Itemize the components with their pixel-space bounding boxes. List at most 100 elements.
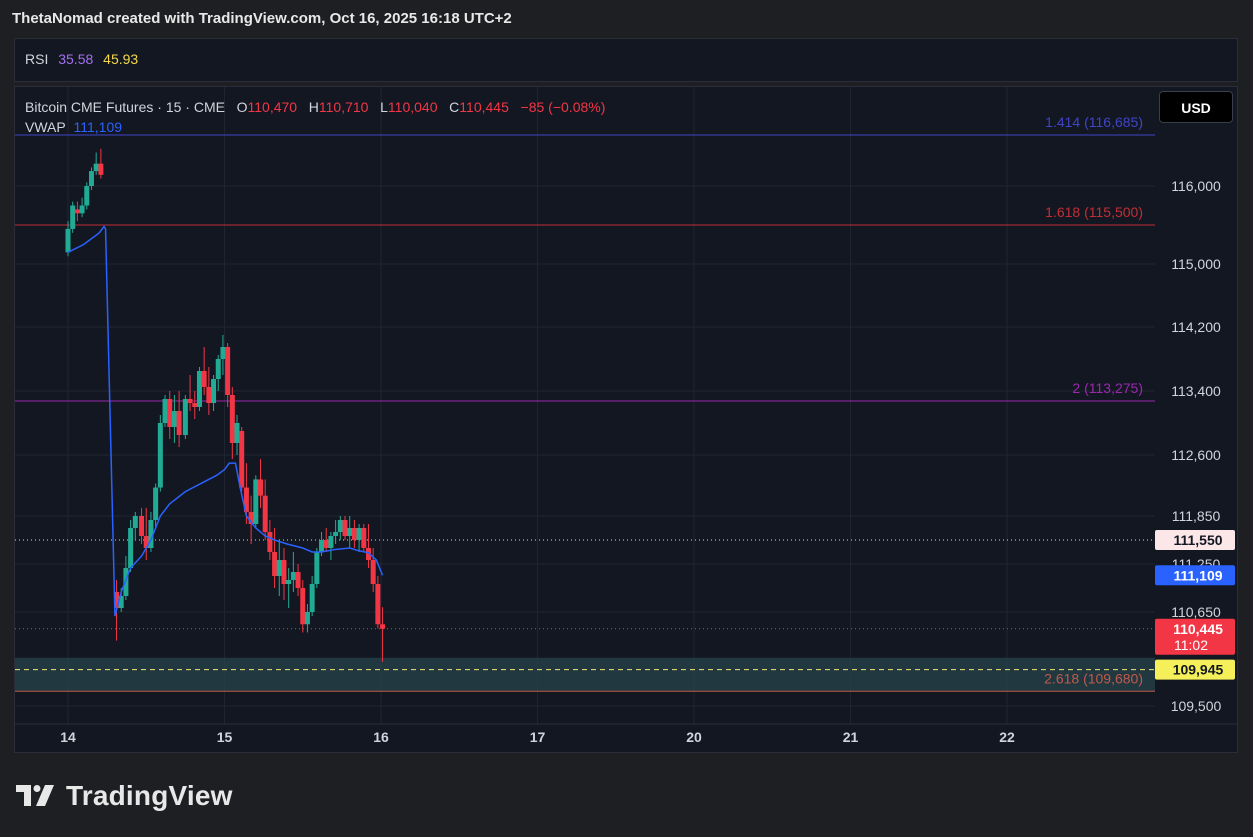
price-tag-alert: [1155, 659, 1235, 680]
candle-body: [229, 395, 235, 443]
candle-body: [304, 612, 310, 625]
candle-body: [234, 423, 240, 443]
candle-body: [333, 532, 339, 536]
candle-body: [148, 520, 154, 548]
candle-body: [300, 588, 306, 625]
rsi-label: RSI: [25, 51, 49, 67]
candle-body: [167, 399, 173, 427]
candle-body: [118, 596, 124, 608]
price-tag-level: [1155, 530, 1235, 550]
candle-body: [286, 580, 292, 584]
candle-body: [337, 520, 343, 532]
high-label: H: [308, 99, 319, 115]
x-axis-tick-label: 21: [843, 729, 859, 745]
attribution-text: ThetaNomad created with TradingView.com,…: [12, 10, 512, 27]
candle-body: [361, 528, 367, 548]
candle-body: [281, 560, 287, 584]
candle-body: [171, 411, 177, 427]
candle-body: [309, 584, 315, 612]
candle-body: [196, 371, 202, 407]
price-tag-vwap-text: 111,109: [1173, 567, 1222, 583]
candle-body: [192, 403, 198, 407]
vwap-legend-row: VWAP 111,109: [25, 117, 605, 137]
y-axis-tick-label: 111,850: [1172, 508, 1221, 524]
candle-body: [342, 520, 348, 536]
candle-body: [253, 479, 259, 524]
currency-button[interactable]: USD: [1159, 91, 1233, 123]
tradingview-wordmark: TradingView: [66, 780, 233, 811]
rsi-panel: RSI 35.58 45.93: [14, 38, 1238, 82]
candle-body: [74, 209, 80, 214]
candle-body: [79, 205, 85, 214]
candle-body: [201, 371, 207, 387]
symbol-title[interactable]: Bitcoin CME Futures · 15 · CME: [25, 99, 225, 115]
candle-body: [276, 560, 282, 576]
price-tag-countdown: 11:02: [1174, 637, 1208, 653]
y-axis-tick-label: 110,650: [1171, 604, 1221, 620]
x-axis-tick-label: 22: [999, 729, 1015, 745]
low-label: L: [380, 99, 388, 115]
candle-body: [187, 399, 193, 403]
candle-body: [128, 528, 134, 568]
candle-body: [225, 347, 231, 395]
tradingview-logo-icon: [16, 785, 54, 806]
candle-body: [272, 552, 278, 576]
low-value: 110,040: [387, 99, 438, 115]
candle-body: [295, 572, 301, 588]
candle-body: [206, 387, 212, 403]
candle-body: [267, 532, 273, 552]
y-axis-tick-label: 113,400: [1171, 383, 1221, 399]
change-value: −85 (−0.08%): [520, 99, 606, 115]
fib-level-label: 2 (113,275): [1072, 380, 1143, 396]
candle-body: [347, 528, 353, 536]
close-value: 110,445: [459, 99, 509, 115]
candle-body: [98, 163, 104, 175]
candle-body: [257, 479, 263, 496]
y-axis-tick-label: 109,500: [1171, 698, 1222, 714]
x-axis-tick-label: 15: [217, 729, 233, 745]
candle-body: [84, 186, 90, 206]
candle-body: [157, 423, 163, 488]
y-axis-tick-label: 114,200: [1171, 319, 1221, 335]
fib-level-label: 1.618 (115,500): [1045, 204, 1143, 220]
candle-body: [114, 592, 120, 608]
open-label: O: [236, 99, 248, 115]
candle-body: [139, 516, 145, 536]
price-tag-last-text: 110,445: [1173, 621, 1223, 637]
candle-body: [375, 584, 381, 625]
y-axis-tick-label: 116,000: [1171, 178, 1221, 194]
candle-body: [93, 163, 99, 172]
price-chart-panel[interactable]: 1.414 (116,685) 1.618 (115,500) 2 (113,275…: [14, 86, 1238, 753]
high-value: 110,710: [318, 99, 369, 115]
candle-body: [176, 411, 182, 435]
close-label: C: [449, 99, 460, 115]
candle-body: [132, 516, 138, 528]
candle-body: [380, 624, 386, 629]
price-chart[interactable]: 1.414 (116,685) 1.618 (115,500) 2 (113,275…: [15, 87, 1238, 753]
candle-body: [239, 431, 245, 488]
candle-body: [314, 552, 320, 584]
candle-body: [211, 379, 217, 403]
price-tag-alert-text: 109,945: [1173, 662, 1224, 678]
candle-body: [365, 548, 371, 560]
fib-level-label: 2.618 (109,680): [1044, 670, 1143, 686]
x-axis-tick-label: 14: [60, 729, 76, 745]
x-axis-tick-label: 20: [686, 729, 702, 745]
rsi-legend: RSI 35.58 45.93: [25, 51, 144, 67]
price-tag-last: [1155, 618, 1235, 655]
y-axis-tick-label: 115,000: [1171, 256, 1221, 272]
ohlc-legend-row: Bitcoin CME Futures · 15 · CME O110,470 …: [25, 97, 605, 117]
target-zone: [15, 657, 1155, 692]
candle-body: [323, 540, 329, 548]
candle-body: [182, 399, 188, 435]
candle-body: [88, 171, 94, 186]
vwap-line: [67, 225, 384, 617]
candle-body: [215, 359, 221, 379]
candle-body: [248, 511, 254, 524]
candle-body: [356, 528, 362, 540]
rsi-ma-value: 45.93: [103, 51, 139, 67]
candle-body: [243, 487, 249, 512]
vwap-label[interactable]: VWAP: [25, 119, 66, 135]
candle-body: [290, 572, 296, 580]
x-axis-tick-label: 17: [530, 729, 546, 745]
